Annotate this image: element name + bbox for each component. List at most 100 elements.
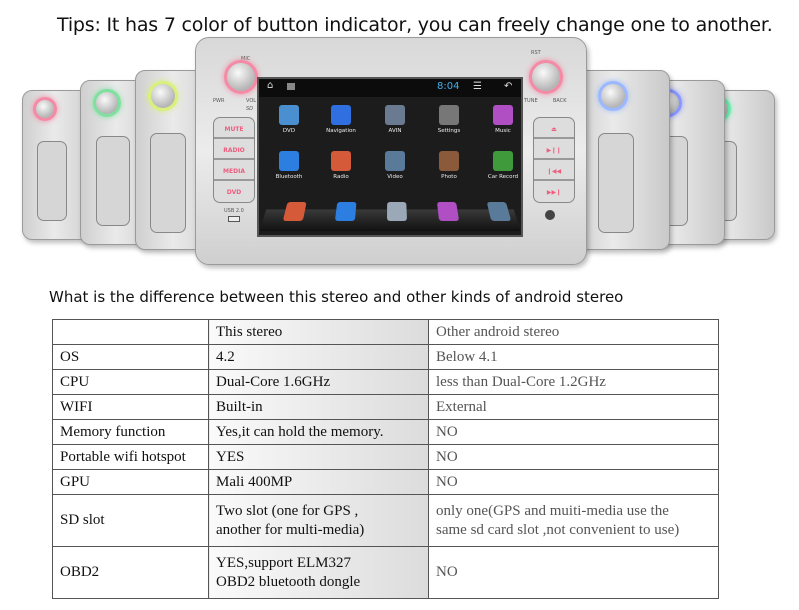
- column-header: [52, 319, 209, 345]
- touch-screen[interactable]: ⌂ 8:04 ☰ ↶ DVD Navigation AVIN Settings Musi…: [257, 77, 523, 237]
- table-row: OS 4.2 Below 4.1: [52, 344, 719, 370]
- app-music[interactable]: Music: [477, 105, 521, 134]
- usb-label: USB 2.0: [224, 208, 244, 214]
- side-unit-right-1: [575, 70, 670, 250]
- table-cell: Mali 400MP: [208, 469, 429, 495]
- table-cell: 4.2: [208, 344, 429, 370]
- volume-knob: [148, 81, 178, 111]
- table-cell: only one(GPS and muiti-media use the sam…: [428, 494, 719, 547]
- button-panel: [150, 133, 186, 233]
- table-header-row: This stereo Other android stereo: [52, 319, 719, 345]
- app-label: Navigation: [326, 128, 356, 134]
- column-header: This stereo: [208, 319, 429, 345]
- menu-icon[interactable]: ☰: [473, 81, 482, 92]
- table-row: SD slot Two slot (one for GPS , another f…: [52, 494, 719, 547]
- app-settings[interactable]: Settings: [423, 105, 475, 134]
- usb-port: [228, 216, 240, 222]
- table-cell: YES,support ELM327 OBD2 bluetooth dongle: [208, 546, 429, 599]
- back-arrow-icon[interactable]: ↶: [504, 81, 513, 92]
- home-icon[interactable]: ⌂: [267, 80, 274, 91]
- comparison-heading: What is the difference between this ster…: [49, 288, 624, 306]
- tune-back-knob[interactable]: [529, 60, 563, 94]
- table-cell: NO: [428, 419, 719, 445]
- table-row: WIFI Built-in External: [52, 394, 719, 420]
- play-pause-button[interactable]: ▶❙❙: [534, 139, 574, 160]
- gallery-icon[interactable]: [287, 83, 295, 90]
- app-video[interactable]: Video: [369, 151, 421, 180]
- eject-button[interactable]: ⏏: [534, 118, 574, 139]
- app-navigation[interactable]: Navigation: [315, 105, 367, 134]
- table-cell: Built-in: [208, 394, 429, 420]
- table-cell: SD slot: [52, 494, 209, 547]
- app-dvd[interactable]: DVD: [263, 105, 315, 134]
- table-cell: Memory function: [52, 419, 209, 445]
- app-radio[interactable]: Radio: [315, 151, 367, 180]
- power-volume-knob[interactable]: [224, 60, 258, 94]
- product-image: MIC RST PWR VOL SD MUTE RADIO MEDIA DVD …: [0, 35, 799, 275]
- table-cell: YES: [208, 444, 429, 470]
- table-row: Memory function Yes,it can hold the memor…: [52, 419, 719, 445]
- dock-app-icon[interactable]: [486, 201, 512, 221]
- radio-button[interactable]: RADIO: [214, 139, 254, 160]
- table-cell: OBD2: [52, 546, 209, 599]
- status-bar: ⌂ 8:04 ☰ ↶: [259, 79, 521, 97]
- mic-label: MIC: [241, 56, 251, 62]
- app-icon: [439, 151, 459, 171]
- dock-app-icon[interactable]: [334, 201, 357, 221]
- app-icon: [493, 105, 513, 125]
- app-icon: [385, 105, 405, 125]
- left-button-panel: MUTE RADIO MEDIA DVD: [213, 117, 255, 203]
- table-cell: GPU: [52, 469, 209, 495]
- comparison-table: This stereo Other android stereo OS 4.2 Belo…: [52, 319, 719, 599]
- app-icon: [493, 151, 513, 171]
- dock-app-icon[interactable]: [436, 201, 460, 221]
- app-label: Car Record: [487, 174, 519, 180]
- table-cell: WIFI: [52, 394, 209, 420]
- table-cell: CPU: [52, 369, 209, 395]
- main-stereo-unit: MIC RST PWR VOL SD MUTE RADIO MEDIA DVD …: [195, 37, 587, 265]
- clock: 8:04: [437, 81, 460, 92]
- table-cell: less than Dual-Core 1.2GHz: [428, 369, 719, 395]
- app-label: Photo: [441, 174, 457, 180]
- button-panel: [37, 141, 67, 221]
- table-cell: NO: [428, 469, 719, 495]
- previous-button[interactable]: ❙◀◀: [534, 160, 574, 181]
- tune-label: TUNE: [524, 98, 538, 104]
- sd-slot-label: SD: [246, 106, 254, 112]
- column-header: Other android stereo: [428, 319, 719, 345]
- table-cell: Two slot (one for GPS , another for mult…: [208, 494, 429, 547]
- table-row: Portable wifi hotspot YES NO: [52, 444, 719, 470]
- table-cell: Yes,it can hold the memory.: [208, 419, 429, 445]
- table-row: GPU Mali 400MP NO: [52, 469, 719, 495]
- tips-caption: Tips: It has 7 color of button indicator…: [57, 14, 773, 36]
- app-dock: [259, 201, 521, 232]
- table-cell: External: [428, 394, 719, 420]
- app-avin[interactable]: AVIN: [369, 105, 421, 134]
- app-bluetooth[interactable]: Bluetooth: [263, 151, 315, 180]
- dvd-button[interactable]: DVD: [226, 189, 242, 196]
- rst-label: RST: [531, 50, 541, 56]
- app-icon: [279, 151, 299, 171]
- table-cell: Portable wifi hotspot: [52, 444, 209, 470]
- media-button[interactable]: MEDIA: [214, 160, 254, 181]
- table-cell: OS: [52, 344, 209, 370]
- app-label: DVD: [282, 128, 296, 134]
- next-button[interactable]: ▶▶❙: [546, 189, 562, 196]
- app-photo[interactable]: Photo: [423, 151, 475, 180]
- dock-app-icon[interactable]: [386, 201, 408, 221]
- table-row: CPU Dual-Core 1.6GHz less than Dual-Core 1…: [52, 369, 719, 395]
- app-icon: [439, 105, 459, 125]
- app-label: AVIN: [388, 128, 402, 134]
- app-label: Settings: [437, 128, 461, 134]
- pwr-label: PWR: [213, 98, 225, 104]
- table-cell: Dual-Core 1.6GHz: [208, 369, 429, 395]
- app-label: Video: [387, 174, 403, 180]
- app-label: Radio: [333, 174, 349, 180]
- vol-label: VOL: [246, 98, 257, 104]
- dock-app-icon[interactable]: [282, 201, 307, 221]
- app-label: Bluetooth: [275, 174, 303, 180]
- mute-button[interactable]: MUTE: [214, 118, 254, 139]
- app-car-record[interactable]: Car Record: [477, 151, 521, 180]
- table-row: OBD2 YES,support ELM327 OBD2 bluetooth do…: [52, 546, 719, 599]
- back-label: BACK: [553, 98, 567, 104]
